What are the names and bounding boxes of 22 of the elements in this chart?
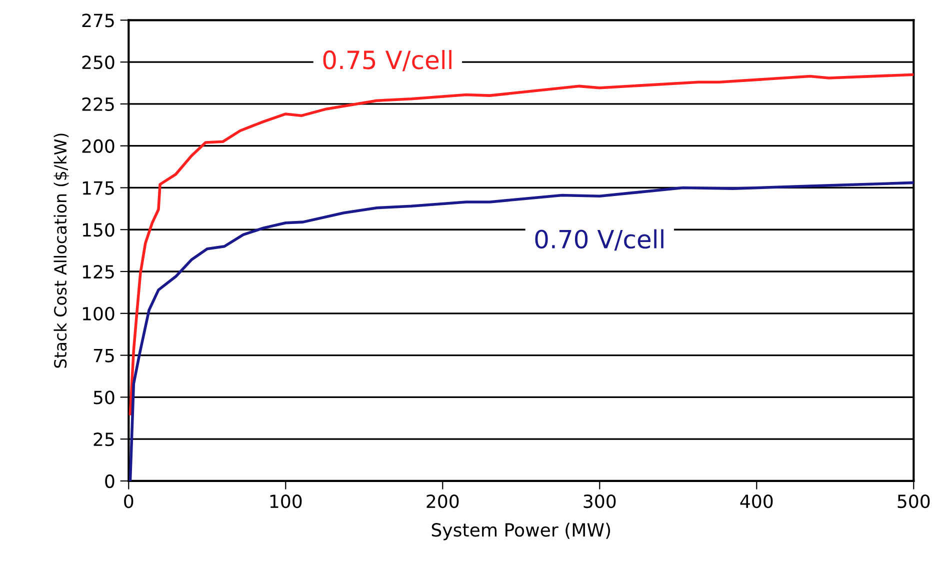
y-tick-label: 0 [105, 474, 114, 488]
y-tick-label: 150 [82, 223, 114, 237]
y-tick-label: 225 [82, 97, 114, 112]
x-tick-label: 100 [270, 494, 302, 508]
y-tick-label: 200 [82, 139, 114, 153]
x-tick-label: 0 [124, 494, 134, 508]
y-tick-label: 100 [82, 306, 114, 321]
y-tick-label: 175 [82, 181, 114, 195]
y-tick-label: 125 [82, 264, 114, 279]
x-tick-label: 300 [584, 494, 616, 508]
series-label: 0.75 V/cell [323, 50, 452, 72]
x-axis-title: System Power (MW) [432, 522, 610, 540]
y-tick-label: 275 [82, 14, 114, 28]
y-axis-title: Stack Cost Allocation ($/kW) [54, 134, 69, 368]
y-tick-label: 25 [94, 432, 114, 446]
x-tick-label: 500 [898, 494, 930, 508]
y-tick-label: 250 [82, 56, 114, 70]
y-tick-label: 50 [94, 390, 114, 404]
y-tick-label: 75 [94, 348, 114, 362]
series-label: 0.70 V/cell [535, 229, 664, 251]
x-tick-label: 200 [426, 494, 459, 508]
x-tick-label: 400 [740, 494, 773, 508]
